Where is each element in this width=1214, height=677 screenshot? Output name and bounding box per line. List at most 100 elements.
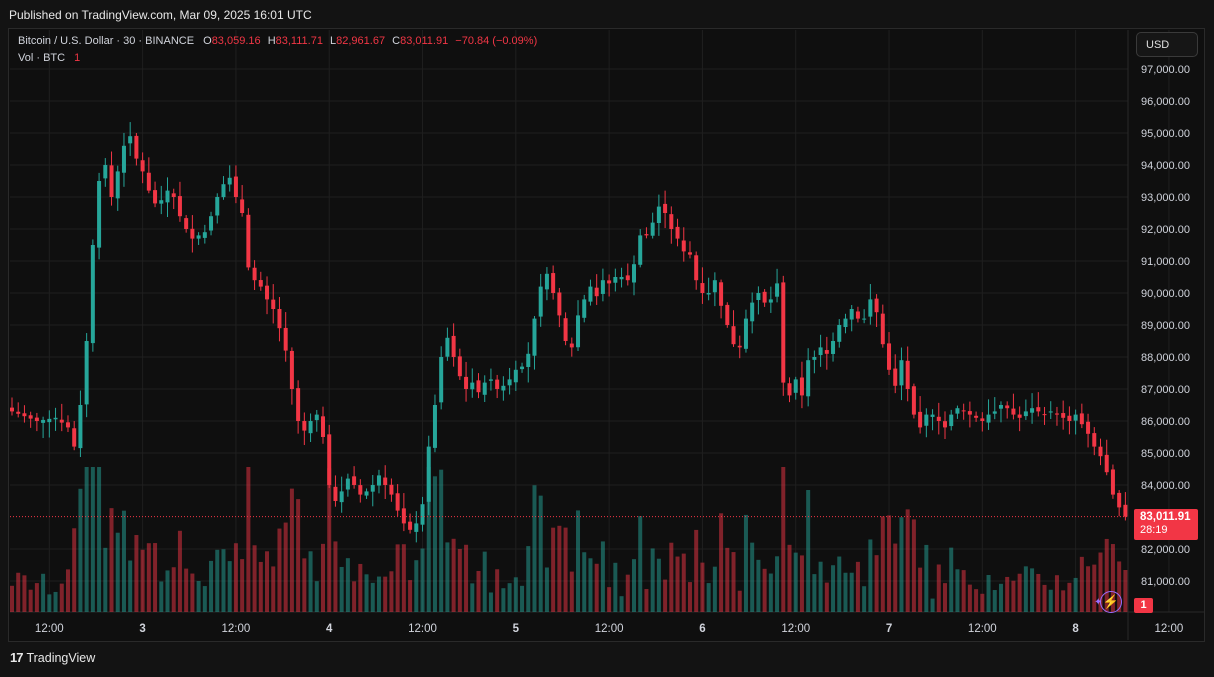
volume-bar xyxy=(1092,564,1097,612)
currency-button[interactable]: USD xyxy=(1136,32,1198,57)
volume-bar xyxy=(526,546,531,612)
candle-body xyxy=(271,299,276,309)
candle-body xyxy=(265,285,270,300)
volume-bar xyxy=(644,589,649,612)
candle-body xyxy=(134,135,139,159)
candle-body xyxy=(520,366,525,370)
candle-body xyxy=(97,181,102,248)
candle-body xyxy=(321,416,325,437)
volume-bar xyxy=(414,560,419,612)
volume-bar xyxy=(949,547,954,612)
volume-bar xyxy=(177,530,182,612)
price-tick-label: 96,000.00 xyxy=(1141,96,1190,108)
candle-body xyxy=(246,214,251,268)
candle-body xyxy=(650,222,655,236)
candle-body xyxy=(768,299,773,303)
volume-bar xyxy=(47,594,52,612)
volume-bar xyxy=(687,582,692,612)
candle-body xyxy=(507,379,512,386)
candle-body xyxy=(824,350,829,354)
volume-bar xyxy=(563,527,568,612)
volume-bar xyxy=(10,585,14,612)
volume-bar xyxy=(240,559,245,612)
candle-body xyxy=(59,419,64,423)
volume-bar xyxy=(308,551,313,612)
candle-body xyxy=(184,218,189,229)
candle-body xyxy=(401,508,406,524)
candle-body xyxy=(694,255,699,281)
volume-bar xyxy=(227,561,232,612)
grid-lines xyxy=(10,30,1204,640)
volume-bar xyxy=(53,591,58,612)
candle-body xyxy=(140,160,145,172)
high-value: 83,111.71 xyxy=(275,35,323,47)
volume-bar xyxy=(215,549,220,612)
candle-body xyxy=(109,165,114,197)
time-tick-label: 6 xyxy=(699,623,705,635)
candle-body xyxy=(283,327,288,351)
candle-body xyxy=(165,190,170,203)
candle-body xyxy=(600,280,605,294)
footer-brand[interactable]: 17 TradingView xyxy=(10,650,95,665)
candle-body xyxy=(588,286,593,302)
lightning-icon[interactable]: ⚡ xyxy=(1100,591,1122,613)
candle-body xyxy=(961,410,966,412)
volume-bar xyxy=(159,581,164,612)
price-tick-label: 90,000.00 xyxy=(1141,288,1190,300)
candle-body xyxy=(47,418,52,423)
candle-body xyxy=(681,240,686,252)
candle-body xyxy=(874,298,879,313)
candle-body xyxy=(457,356,462,377)
volume-bar xyxy=(936,564,941,612)
volume-bar xyxy=(22,575,27,612)
last-price-tag: 83,011.91 28:19 xyxy=(1134,509,1198,540)
candle-body xyxy=(345,478,350,490)
volume-bar xyxy=(84,467,89,612)
candle-body xyxy=(893,368,898,386)
time-tick-label: 5 xyxy=(513,623,520,635)
volume-bar xyxy=(955,569,960,612)
candle-body xyxy=(1011,408,1016,415)
candle-body xyxy=(818,347,823,356)
candle-body xyxy=(855,311,860,319)
tradingview-logo-icon: 17 xyxy=(10,650,24,665)
volume-bar xyxy=(97,467,102,612)
volume-bar xyxy=(986,574,991,612)
time-axis[interactable]: 12:00 3 12:00 4 12:00 5 12:00 6 12:00 7 12:00 8 12:0… xyxy=(35,623,1214,635)
candle-body xyxy=(389,484,394,495)
candle-body xyxy=(986,414,991,423)
candle-body xyxy=(918,411,923,428)
volume-bar xyxy=(34,583,39,612)
open-value: 83,059.16 xyxy=(211,35,261,47)
candle-body xyxy=(594,287,599,297)
publish-text: Published on TradingView.com, Mar 09, 20… xyxy=(9,8,312,22)
close-label: C xyxy=(392,35,401,47)
candle-body xyxy=(980,418,985,421)
candle-body xyxy=(221,184,226,198)
candle-body xyxy=(743,318,748,349)
volume-bar xyxy=(930,598,935,612)
volume-bar xyxy=(762,568,767,612)
candle-body xyxy=(159,200,164,204)
candle-body xyxy=(233,176,238,197)
candle-body xyxy=(669,214,674,229)
candle-body xyxy=(121,145,126,173)
volume-bar xyxy=(943,583,947,612)
candle-body xyxy=(1123,504,1128,517)
volume-bar xyxy=(283,522,288,612)
candle-body xyxy=(495,379,500,389)
volume-bar xyxy=(476,570,481,612)
volume-bar xyxy=(352,581,357,612)
price-axis[interactable]: 97,000.00 96,000.00 95,000.00 94,000.00 93,0… xyxy=(1141,64,1190,588)
volume-bar xyxy=(656,558,661,612)
volume-bar xyxy=(569,571,574,612)
symbol-title[interactable]: Bitcoin / U.S. Dollar · 30 · BINANCE xyxy=(18,35,195,47)
chart-frame[interactable] xyxy=(8,28,1205,642)
volume-bar xyxy=(1104,538,1109,612)
price-tick-label: 81,000.00 xyxy=(1141,576,1190,588)
volume-bar xyxy=(121,510,126,612)
volume-label[interactable]: Vol · BTC xyxy=(18,52,66,64)
volume-bar xyxy=(737,590,742,612)
volume-bars xyxy=(10,467,1128,612)
